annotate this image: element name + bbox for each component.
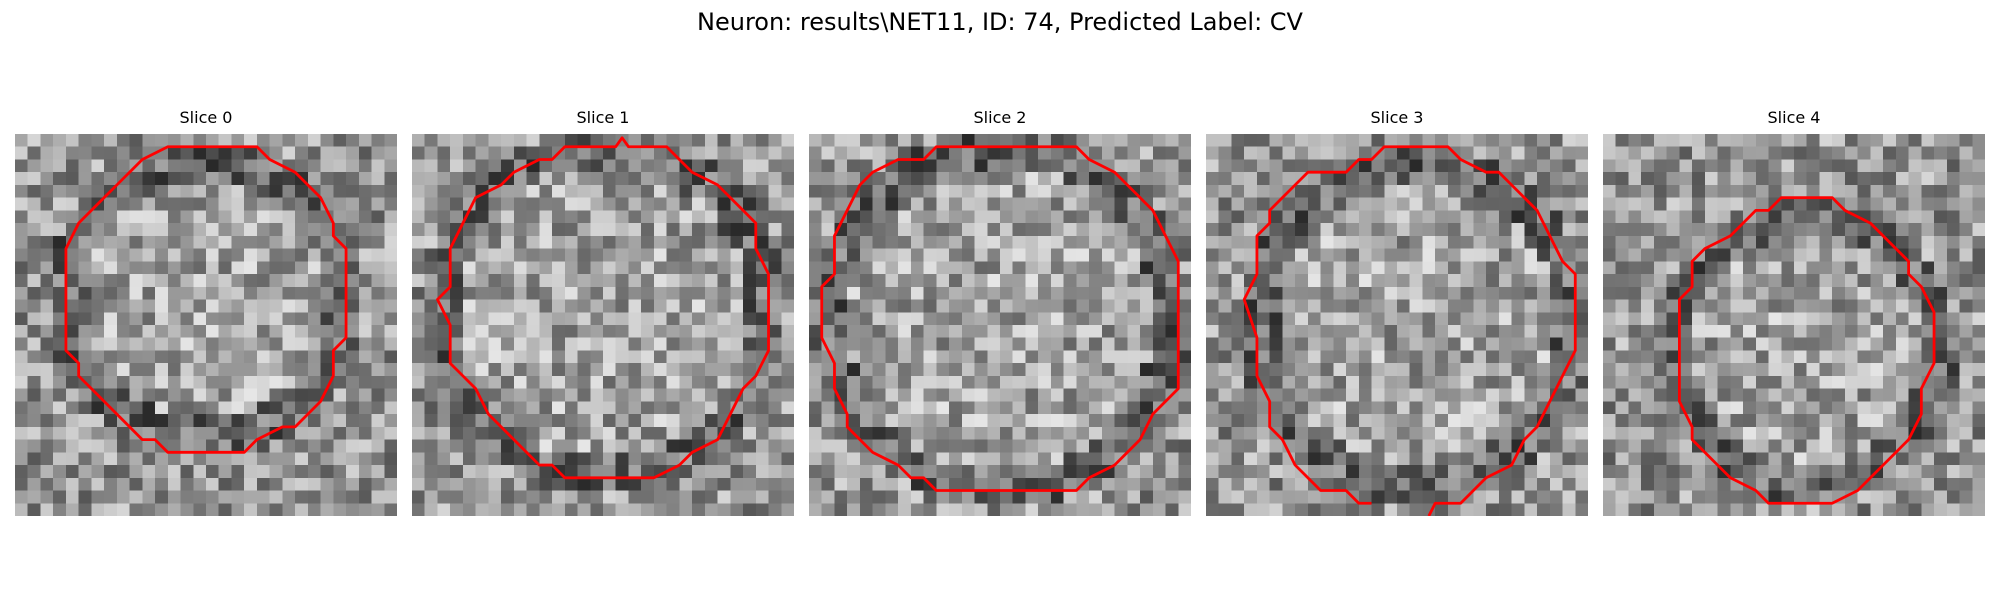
slice-contour-3 bbox=[1242, 145, 1577, 516]
slice-title-4: Slice 4 bbox=[1767, 108, 1821, 127]
slice-image-1 bbox=[412, 134, 794, 516]
slice-contour-4 bbox=[1677, 196, 1936, 505]
slice-title-3: Slice 3 bbox=[1370, 108, 1424, 127]
slice-contour-0 bbox=[64, 145, 348, 454]
figure-title: Neuron: results\NET11, ID: 74, Predicted… bbox=[697, 8, 1303, 36]
slice-panel-0: Slice 0 bbox=[15, 108, 397, 516]
slice-contour-2 bbox=[820, 145, 1180, 492]
slice-panel-2: Slice 2 bbox=[809, 108, 1191, 516]
slice-image-3 bbox=[1206, 134, 1588, 516]
slice-image-2 bbox=[809, 134, 1191, 516]
slice-title-1: Slice 1 bbox=[576, 108, 630, 127]
slice-panel-4: Slice 4 bbox=[1603, 108, 1985, 516]
slice-panel-1: Slice 1 bbox=[412, 108, 794, 516]
slice-title-2: Slice 2 bbox=[973, 108, 1027, 127]
slice-contour-1 bbox=[436, 136, 770, 480]
slice-panel-3: Slice 3 bbox=[1206, 108, 1588, 516]
slice-title-0: Slice 0 bbox=[179, 108, 233, 127]
slice-image-4 bbox=[1603, 134, 1985, 516]
slice-image-0 bbox=[15, 134, 397, 516]
